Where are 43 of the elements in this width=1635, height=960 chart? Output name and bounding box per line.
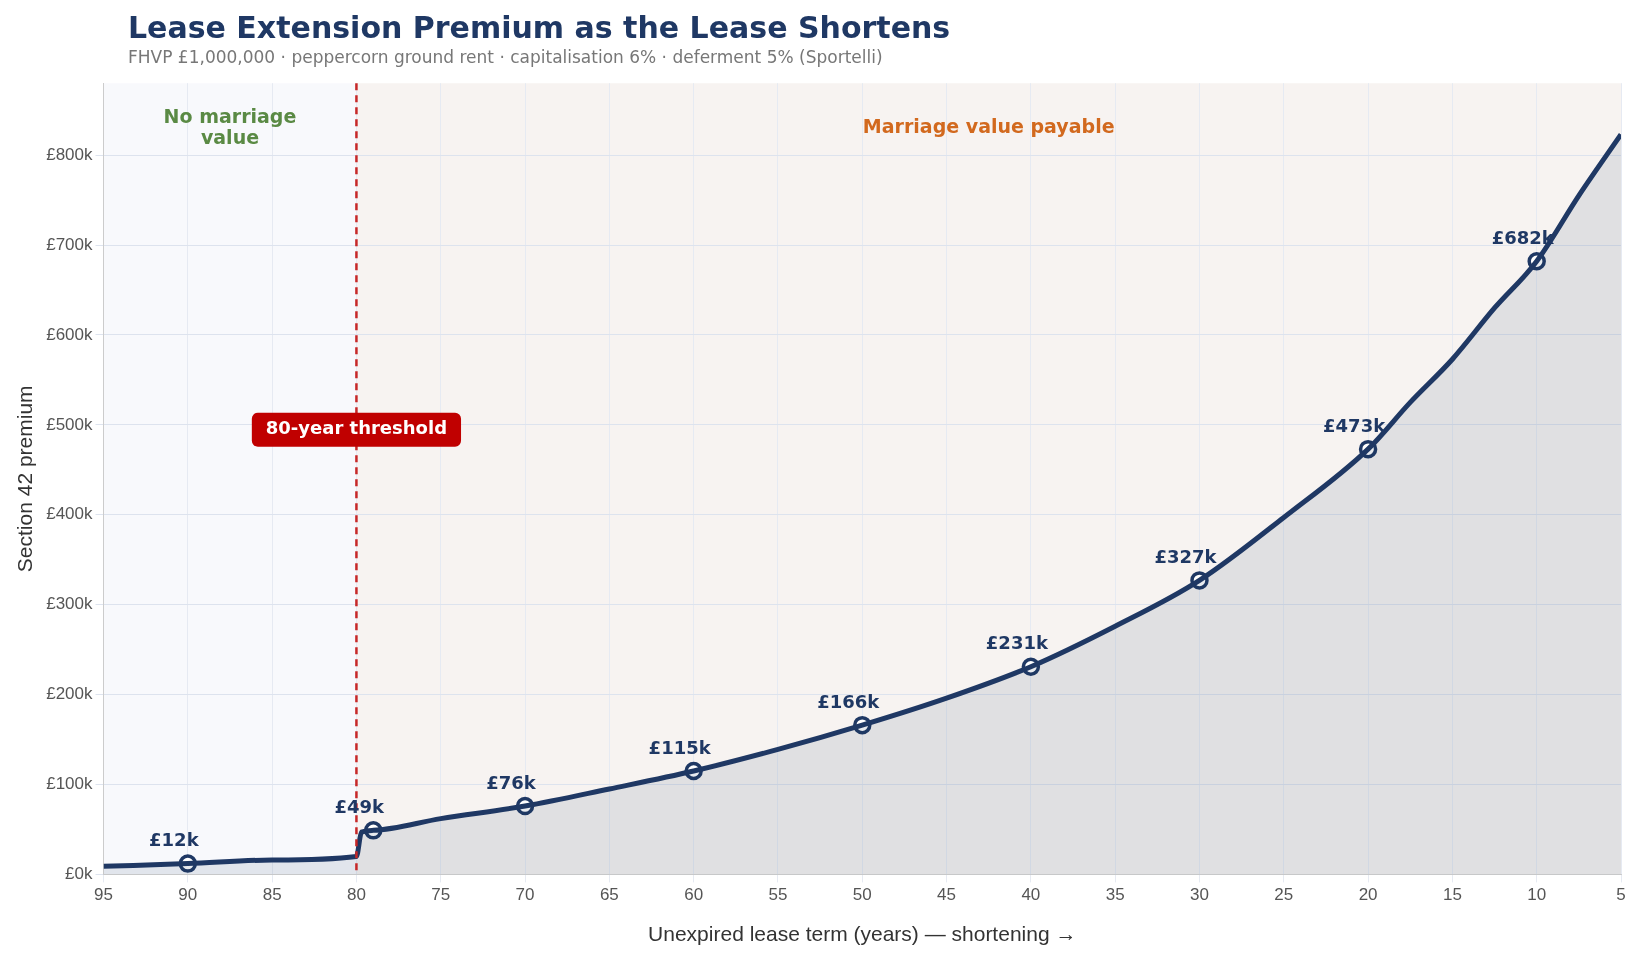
data-label: £49k [334, 796, 386, 818]
x-tick-label: 55 [768, 885, 788, 905]
y-tick-label: £200k [46, 684, 94, 704]
x-tick-label: 60 [684, 885, 704, 905]
x-tick-label: 5 [1616, 885, 1626, 905]
x-tick-label: 85 [262, 885, 282, 905]
x-tick-label: 75 [431, 885, 451, 905]
data-label: £166k [817, 690, 881, 712]
y-tick-label: £500k [46, 414, 94, 434]
x-tick-label: 45 [937, 885, 957, 905]
x-tick-label: 10 [1527, 885, 1547, 905]
x-tick-label: 65 [599, 885, 619, 905]
x-tick-label: 70 [515, 885, 535, 905]
x-tick-label: 15 [1442, 885, 1462, 905]
x-tick-label: 35 [1105, 885, 1125, 905]
x-axis-title: Unexpired lease term (years) — shortening → [648, 922, 1077, 946]
ref-line-label: 80-year threshold [265, 417, 448, 439]
data-label: £327k [1154, 546, 1218, 568]
x-tick-label: 30 [1190, 885, 1209, 905]
data-label: £76k [486, 771, 537, 793]
x-tick-label: 95 [94, 885, 113, 905]
y-axis-title: Section 42 premium [13, 385, 37, 573]
x-tick-label: 20 [1358, 885, 1378, 905]
x-tick-label: 25 [1274, 885, 1294, 905]
x-tick-label: 40 [1021, 885, 1041, 905]
x-tick-label: 50 [852, 885, 872, 905]
x-tick-label: 80 [346, 885, 366, 905]
band-label: No marriage value [163, 105, 297, 149]
y-tick-label: £0k [65, 864, 94, 884]
data-label: £12k [149, 829, 200, 851]
y-tick-label: £600k [46, 324, 94, 344]
chart-subtitle: FHVP £1,000,000 · peppercorn ground rent · capitalisation 6% · deferment 5% (Sportelli) [128, 47, 883, 67]
x-tick-label: 90 [178, 885, 198, 905]
data-label: £115k [648, 736, 712, 758]
y-tick-label: £300k [46, 594, 94, 614]
data-label: £473k [1323, 414, 1387, 436]
band-label: Marriage value payable [862, 115, 1115, 138]
chart-title: Lease Extension Premium as the Lease Shortens [128, 10, 951, 45]
y-tick-label: £700k [46, 234, 94, 254]
data-label: £231k [985, 632, 1049, 654]
y-tick-label: £800k [46, 144, 94, 164]
y-tick-label: £400k [46, 504, 94, 524]
y-tick-label: £100k [46, 774, 94, 794]
